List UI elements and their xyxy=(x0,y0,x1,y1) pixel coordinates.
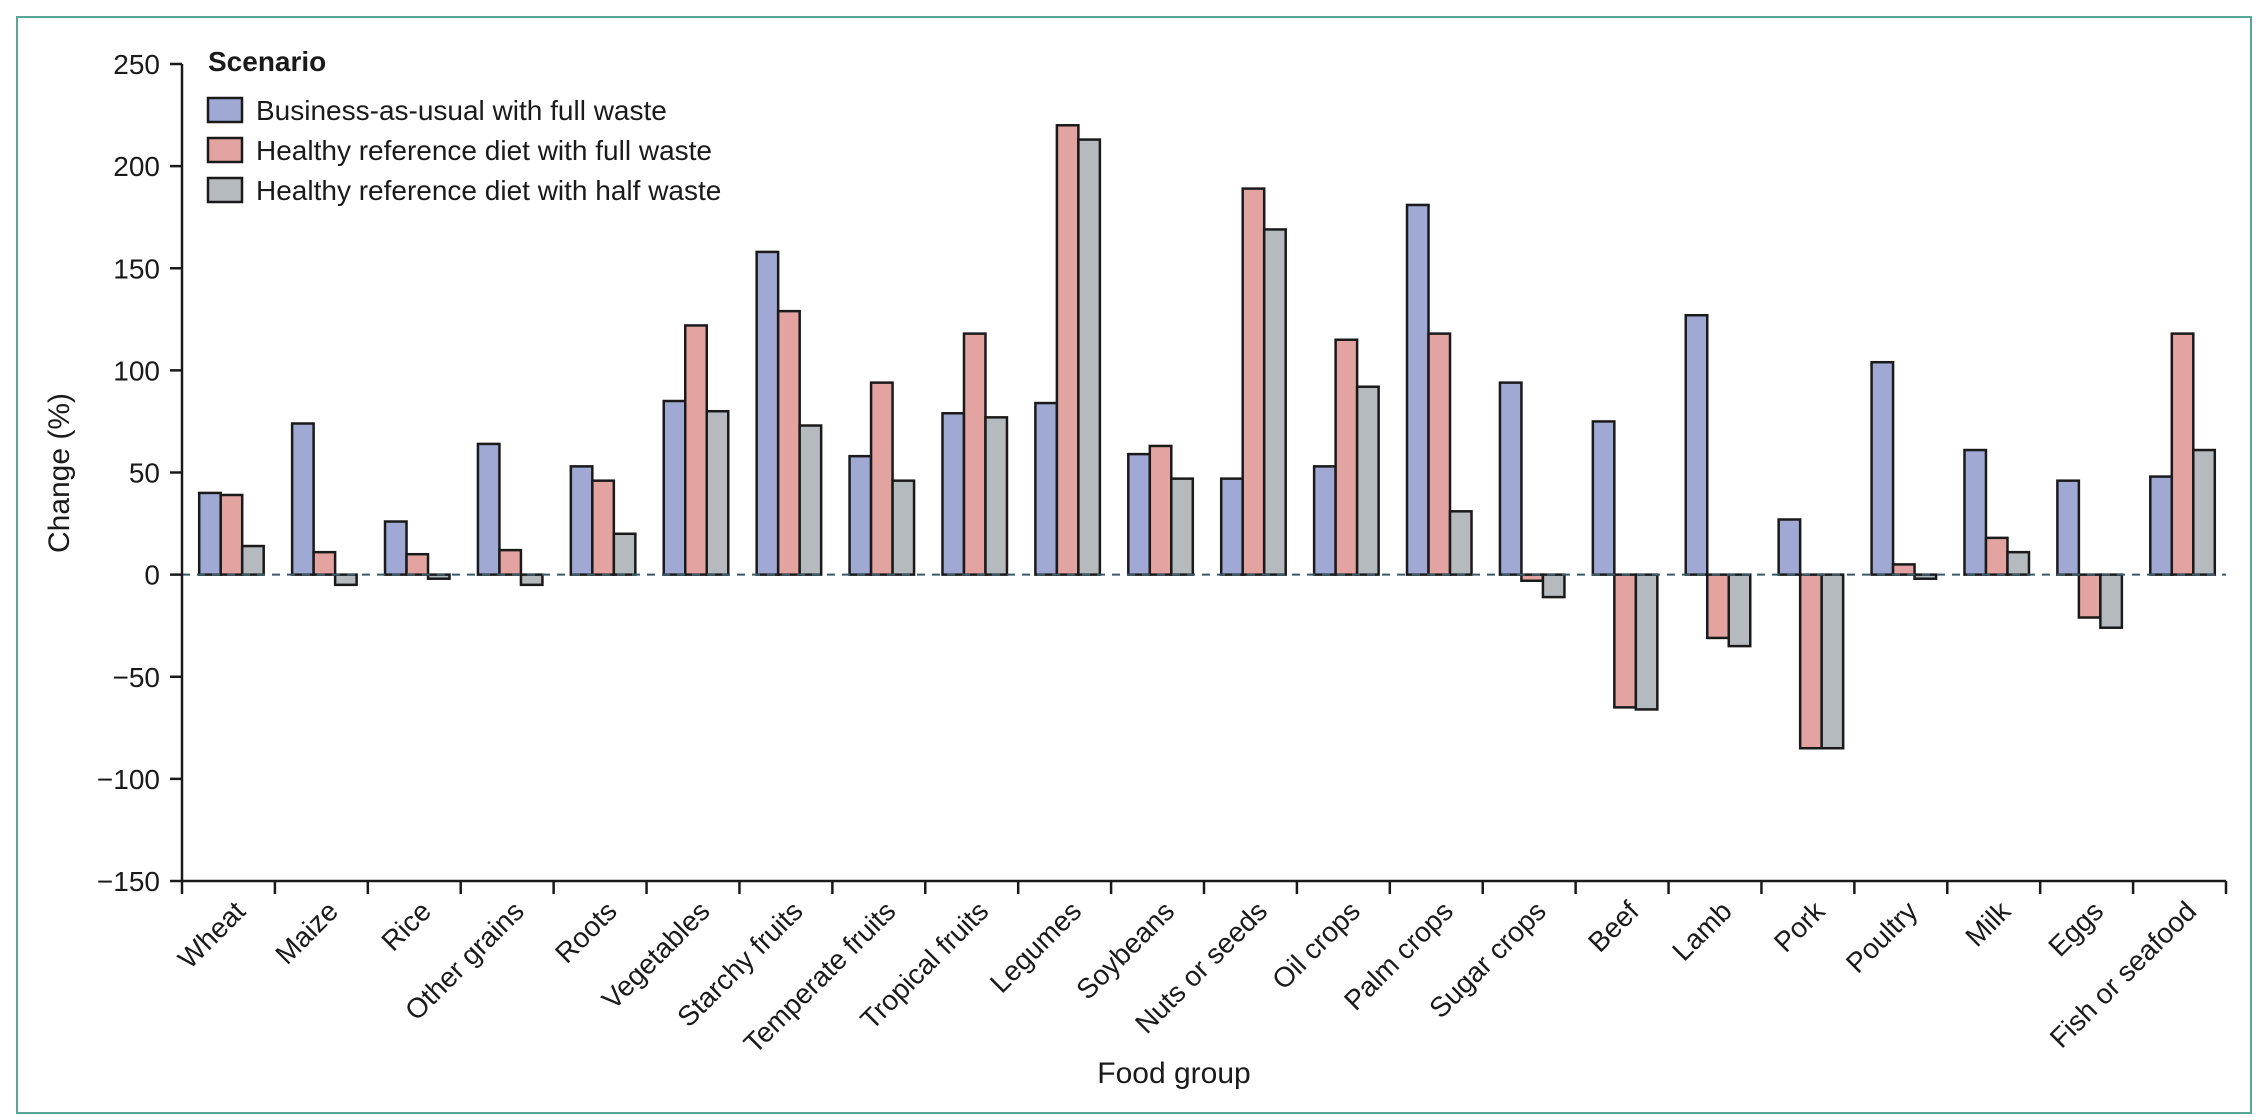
y-tick-label: 150 xyxy=(113,253,160,284)
bar xyxy=(219,493,244,576)
bar xyxy=(612,532,637,576)
x-tick-label: Pork xyxy=(1768,895,1831,958)
chart-svg: −150 −100 −50 0 50 100 150 200 250 Wheat Maize Ric… xyxy=(43,46,2228,1090)
bar xyxy=(498,548,523,576)
bar xyxy=(2192,448,2217,576)
bar xyxy=(2077,573,2102,619)
bar xyxy=(2056,479,2081,576)
bar xyxy=(240,544,265,576)
legend-swatch xyxy=(206,176,244,204)
bar xyxy=(1427,332,1452,576)
x-tick-label: Rice xyxy=(375,895,437,957)
bar xyxy=(1963,448,1988,576)
bar xyxy=(941,412,966,576)
bar xyxy=(1148,444,1173,576)
bar xyxy=(569,465,594,576)
x-tick-label: Poultry xyxy=(1840,895,1924,979)
bar xyxy=(1312,465,1337,576)
bar xyxy=(476,442,501,576)
x-tick-label: Beef xyxy=(1582,895,1645,958)
bar xyxy=(591,479,616,576)
bar xyxy=(684,324,708,576)
y-tick-label: 50 xyxy=(129,458,160,489)
bar xyxy=(1334,338,1359,576)
legend-label: Business-as-usual with full waste xyxy=(256,95,667,126)
bar xyxy=(1591,420,1616,576)
y-tick-label: 250 xyxy=(113,49,160,80)
bar xyxy=(1448,510,1473,576)
legend-swatch xyxy=(206,136,244,164)
bar xyxy=(848,454,873,576)
legend-items: Business-as-usual with full waste Healthy… xyxy=(206,95,721,206)
bar xyxy=(755,250,780,576)
bar xyxy=(1034,401,1059,576)
x-tick-label: Roots xyxy=(549,895,623,969)
bar xyxy=(1127,452,1152,576)
bar xyxy=(662,399,687,576)
y-tick-label: −150 xyxy=(97,866,160,897)
bar xyxy=(1706,573,1730,640)
bar xyxy=(1891,563,1916,576)
bar xyxy=(2149,475,2174,576)
bar xyxy=(2099,573,2124,629)
bars-layer xyxy=(197,124,2217,750)
bar xyxy=(1355,385,1380,576)
bar xyxy=(383,520,408,576)
x-tick-label: Eggs xyxy=(2042,895,2109,962)
x-tick-label: Maize xyxy=(269,895,344,970)
x-axis-title: Food group xyxy=(1097,1057,1250,1090)
bar xyxy=(962,332,987,576)
legend-label: Healthy reference diet with full waste xyxy=(256,135,712,166)
bar xyxy=(1820,573,1845,750)
bar xyxy=(1798,573,1823,750)
bar xyxy=(984,416,1009,576)
x-tick-label: Wheat xyxy=(172,895,251,974)
x-tick-label: Lamb xyxy=(1666,895,1737,966)
chart-frame: −150 −100 −50 0 50 100 150 200 250 Wheat Maize Ric… xyxy=(16,16,2252,1114)
bar xyxy=(1219,477,1244,576)
bar xyxy=(1077,138,1102,576)
bar xyxy=(312,550,337,576)
bar xyxy=(1262,228,1287,576)
bar xyxy=(1634,573,1659,711)
y-ticks-layer: −150 −100 −50 0 50 100 150 200 250 xyxy=(97,49,182,897)
y-tick-label: 0 xyxy=(144,560,160,591)
bar xyxy=(1684,313,1709,576)
bar xyxy=(1170,477,1195,576)
x-tick-label: Milk xyxy=(1959,895,2017,953)
bar xyxy=(705,409,730,576)
bar xyxy=(798,424,823,576)
bar xyxy=(1241,187,1266,576)
bar xyxy=(776,309,801,576)
bar xyxy=(1613,573,1638,709)
bar xyxy=(1541,573,1566,599)
legend-swatch xyxy=(206,96,244,124)
y-tick-label: 200 xyxy=(113,151,160,182)
bar xyxy=(1498,381,1523,576)
bar xyxy=(405,552,430,576)
bar xyxy=(1777,518,1802,576)
legend: Scenario Business-as-usual with full was… xyxy=(206,46,721,206)
bar xyxy=(290,422,315,576)
legend-label: Healthy reference diet with half waste xyxy=(256,175,721,206)
bar xyxy=(2170,332,2195,576)
bar xyxy=(1870,360,1895,576)
bar xyxy=(891,479,916,576)
bar xyxy=(333,573,358,587)
legend-title: Scenario xyxy=(208,46,326,77)
y-tick-label: −50 xyxy=(113,662,161,693)
bar xyxy=(1405,203,1430,576)
bar xyxy=(869,381,894,576)
bar xyxy=(2006,550,2031,576)
bar xyxy=(197,491,222,576)
y-axis-title: Change (%) xyxy=(43,393,76,553)
bar xyxy=(519,573,544,587)
y-tick-label: 100 xyxy=(113,355,160,386)
bar xyxy=(1055,124,1080,576)
bar xyxy=(1984,536,2009,576)
bar xyxy=(1727,573,1752,648)
y-tick-label: −100 xyxy=(97,764,160,795)
